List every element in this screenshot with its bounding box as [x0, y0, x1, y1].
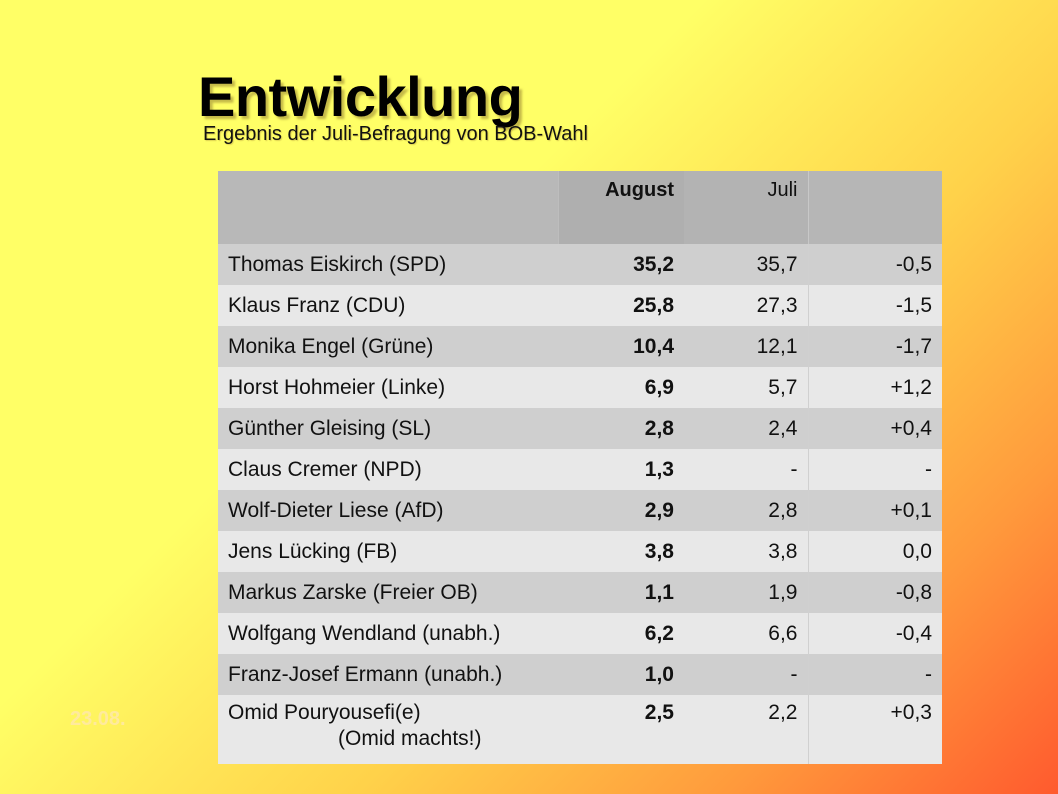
august-value: 2,8 — [558, 408, 684, 449]
slide-date: 23.08. — [70, 708, 126, 730]
candidate-note: (Omid machts!) — [338, 727, 482, 750]
difference-value: +1,2 — [808, 367, 942, 408]
difference-value: -0,5 — [808, 244, 942, 285]
juli-value: 5,7 — [684, 367, 809, 408]
table-row: Franz-Josef Ermann (unabh.) 1,0 - - — [218, 654, 942, 695]
candidate-name: Markus Zarske (Freier OB) — [218, 572, 558, 613]
difference-value: -1,5 — [808, 285, 942, 326]
header-candidate — [218, 171, 559, 244]
difference-value: +0,1 — [808, 490, 942, 531]
august-value: 10,4 — [558, 326, 684, 367]
august-value: 6,9 — [558, 367, 684, 408]
candidate-name: Omid Pouryousefi(e) — [228, 701, 421, 724]
header-difference — [808, 171, 942, 244]
header-august: August — [558, 171, 684, 244]
difference-value: -0,8 — [808, 572, 942, 613]
results-table: August Juli Thomas Eiskirch (SPD) 35,2 3… — [218, 171, 942, 764]
table-row: Markus Zarske (Freier OB) 1,1 1,9 -0,8 — [218, 572, 942, 613]
difference-value: -0,4 — [808, 613, 942, 654]
difference-value: +0,4 — [808, 408, 942, 449]
header-juli: Juli — [684, 171, 809, 244]
candidate-name: Wolfgang Wendland (unabh.) — [218, 613, 558, 654]
juli-value: 6,6 — [684, 613, 809, 654]
table-row: Omid Pouryousefi(e) (Omid machts!) 2,5 2… — [218, 695, 942, 764]
candidate-name: Franz-Josef Ermann (unabh.) — [218, 654, 558, 695]
august-value: 2,5 — [558, 695, 684, 764]
juli-value: 27,3 — [684, 285, 809, 326]
candidate-name: Claus Cremer (NPD) — [218, 449, 558, 490]
candidate-name-cell: Omid Pouryousefi(e) (Omid machts!) — [218, 695, 558, 764]
candidate-name: Horst Hohmeier (Linke) — [218, 367, 558, 408]
difference-value: - — [808, 449, 942, 490]
august-value: 25,8 — [558, 285, 684, 326]
table-row: Claus Cremer (NPD) 1,3 - - — [218, 449, 942, 490]
august-value: 6,2 — [558, 613, 684, 654]
candidate-name: Günther Gleising (SL) — [218, 408, 558, 449]
table-row: Jens Lücking (FB) 3,8 3,8 0,0 — [218, 531, 942, 572]
candidate-name: Jens Lücking (FB) — [218, 531, 558, 572]
august-value: 35,2 — [558, 244, 684, 285]
difference-value: 0,0 — [808, 531, 942, 572]
juli-value: 2,8 — [684, 490, 809, 531]
candidate-name: Klaus Franz (CDU) — [218, 285, 558, 326]
juli-value: 2,4 — [684, 408, 809, 449]
august-value: 1,0 — [558, 654, 684, 695]
table-row: Wolf-Dieter Liese (AfD) 2,9 2,8 +0,1 — [218, 490, 942, 531]
august-value: 3,8 — [558, 531, 684, 572]
candidate-name: Thomas Eiskirch (SPD) — [218, 244, 558, 285]
juli-value: 1,9 — [684, 572, 809, 613]
table-row: Günther Gleising (SL) 2,8 2,4 +0,4 — [218, 408, 942, 449]
august-value: 1,1 — [558, 572, 684, 613]
candidate-name: Monika Engel (Grüne) — [218, 326, 558, 367]
table-row: Horst Hohmeier (Linke) 6,9 5,7 +1,2 — [218, 367, 942, 408]
table-row: Klaus Franz (CDU) 25,8 27,3 -1,5 — [218, 285, 942, 326]
slide-title: Entwicklung — [198, 65, 523, 128]
juli-value: 35,7 — [684, 244, 809, 285]
difference-value: - — [808, 654, 942, 695]
juli-value: 2,2 — [684, 695, 809, 764]
table-row: Wolfgang Wendland (unabh.) 6,2 6,6 -0,4 — [218, 613, 942, 654]
juli-value: - — [684, 449, 809, 490]
august-value: 1,3 — [558, 449, 684, 490]
table-row: Monika Engel (Grüne) 10,4 12,1 -1,7 — [218, 326, 942, 367]
juli-value: 3,8 — [684, 531, 809, 572]
slide-subtitle: Ergebnis der Juli-Befragung von BOB-Wahl — [203, 123, 588, 145]
table-header-row: August Juli — [218, 171, 942, 244]
august-value: 2,9 — [558, 490, 684, 531]
juli-value: 12,1 — [684, 326, 809, 367]
table-row: Thomas Eiskirch (SPD) 35,2 35,7 -0,5 — [218, 244, 942, 285]
juli-value: - — [684, 654, 809, 695]
difference-value: +0,3 — [808, 695, 942, 764]
candidate-name: Wolf-Dieter Liese (AfD) — [218, 490, 558, 531]
difference-value: -1,7 — [808, 326, 942, 367]
